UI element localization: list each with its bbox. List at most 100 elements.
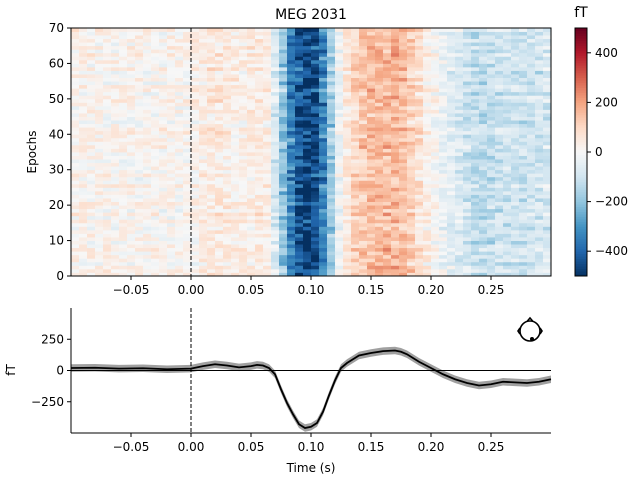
heatmap-cell — [519, 237, 528, 241]
heatmap-cell — [399, 148, 408, 153]
heatmap-cell — [71, 205, 80, 210]
heatmap-cell — [471, 109, 480, 114]
heatmap-cell — [431, 109, 440, 114]
heatmap-cell — [119, 81, 128, 86]
heatmap-cell — [127, 258, 136, 263]
heatmap-cell — [263, 84, 272, 89]
heatmap-cell — [199, 52, 208, 57]
heatmap-cell — [327, 137, 336, 142]
heatmap-cell — [135, 162, 144, 167]
heatmap-cell — [495, 198, 504, 202]
heatmap-cell — [263, 116, 272, 121]
heatmap-cell — [159, 229, 168, 234]
heatmap-cell — [127, 187, 136, 192]
heatmap-cell — [79, 205, 88, 210]
heatmap-cell — [463, 137, 472, 142]
heatmap-cell — [311, 205, 320, 210]
heatmap-cell — [319, 272, 328, 277]
heatmap-cell — [487, 187, 496, 192]
heatmap-cell — [159, 42, 168, 47]
heatmap-cell — [247, 229, 256, 234]
heatmap-cell — [471, 173, 480, 178]
heatmap-cell — [479, 201, 488, 206]
heatmap-cell — [183, 120, 192, 125]
heatmap-cell — [471, 226, 480, 231]
heatmap-cell — [191, 88, 200, 93]
heatmap-cell — [319, 98, 328, 103]
heatmap-cell — [159, 74, 168, 78]
heatmap-cell — [87, 137, 96, 142]
heatmap-cell — [79, 272, 88, 277]
heatmap-cell — [327, 98, 336, 103]
heatmap-cell — [215, 237, 224, 241]
heatmap-cell — [199, 233, 208, 238]
heatmap-cell — [247, 166, 256, 171]
heatmap-cell — [423, 247, 432, 252]
heatmap-cell — [263, 45, 272, 50]
heatmap-cell — [223, 251, 232, 256]
heatmap-cell — [103, 31, 112, 36]
heatmap-cell — [119, 166, 128, 171]
heatmap-cell — [327, 77, 336, 82]
heatmap-cell — [111, 205, 120, 210]
heatmap-cell — [231, 226, 240, 231]
heatmap-cell — [319, 66, 328, 71]
heatmap-cell — [199, 28, 208, 32]
heatmap-cell — [311, 173, 320, 178]
heatmap-cell — [391, 77, 400, 82]
heatmap-cell — [135, 155, 144, 160]
heatmap-cell — [391, 215, 400, 220]
heatmap-cell — [311, 81, 320, 86]
heatmap-cell — [487, 74, 496, 78]
colorbar-segment — [575, 159, 587, 163]
heatmap-cell — [247, 77, 256, 82]
heatmap-cell — [199, 66, 208, 71]
heatmap-cell — [127, 183, 136, 188]
heatmap-cell — [311, 28, 320, 32]
heatmap-cell — [231, 190, 240, 195]
heatmap-cell — [303, 42, 312, 47]
heatmap-cell — [383, 208, 392, 213]
heatmap-cell — [231, 45, 240, 50]
heatmap-cell — [223, 134, 232, 139]
heatmap-cell — [127, 120, 136, 125]
heatmap-cell — [111, 272, 120, 277]
colorbar-segment — [575, 119, 587, 123]
heatmap-cell — [543, 137, 552, 142]
heatmap-cell — [215, 222, 224, 227]
heatmap-cell — [103, 45, 112, 50]
heatmap-cell — [311, 84, 320, 89]
heatmap-cell — [151, 148, 160, 153]
heatmap-cell — [287, 155, 296, 160]
heatmap-cell — [447, 88, 456, 93]
heatmap-cell — [335, 148, 344, 153]
heatmap-cell — [479, 120, 488, 125]
heatmap-cell — [391, 42, 400, 47]
heatmap-cell — [511, 187, 520, 192]
heatmap-cell — [199, 77, 208, 82]
heatmap-cell — [271, 169, 280, 174]
heatmap-cell — [351, 173, 360, 178]
heatmap-cell — [487, 35, 496, 40]
heatmap-cell — [127, 130, 136, 135]
heatmap-cell — [175, 222, 184, 227]
heatmap-cell — [103, 155, 112, 160]
heatmap-cell — [455, 45, 464, 50]
heatmap-cell — [231, 81, 240, 86]
heatmap-cell — [279, 215, 288, 220]
heatmap-cell — [407, 173, 416, 178]
heatmap-cell — [463, 265, 472, 270]
heatmap-cell — [199, 148, 208, 153]
heatmap-cell — [495, 268, 504, 273]
heatmap-cell — [143, 52, 152, 57]
heatmap-cell — [359, 137, 368, 142]
heatmap-cell — [183, 52, 192, 57]
heatmap-cell — [79, 134, 88, 139]
heatmap-cell — [247, 215, 256, 220]
heatmap-cell — [199, 70, 208, 75]
heatmap-cell — [383, 31, 392, 36]
heatmap-cell — [183, 59, 192, 64]
heatmap-cell — [439, 95, 448, 100]
heatmap-cell — [271, 215, 280, 220]
